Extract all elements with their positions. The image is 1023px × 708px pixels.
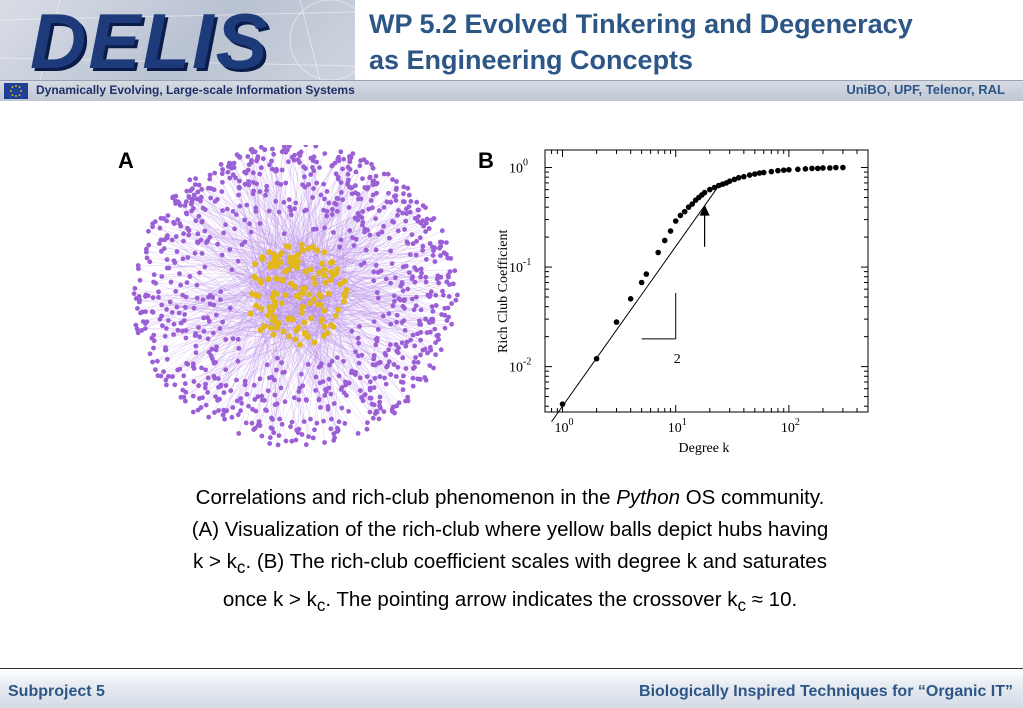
data-point	[638, 279, 645, 286]
data-point	[677, 212, 684, 219]
slide-footer: Subproject 5 Biologically Inspired Techn…	[0, 669, 1023, 708]
slide-header: DELIS WP 5.2 Evolved Tinkering and Degen…	[0, 0, 1023, 101]
logo-text: DELIS	[30, 0, 270, 80]
data-point	[780, 167, 787, 174]
x-tick-label: 102	[781, 417, 800, 436]
slide-title: WP 5.2 Evolved Tinkering and Degeneracy …	[369, 6, 1019, 78]
data-point	[833, 164, 839, 171]
y-axis-label: Rich Club Coefficient	[496, 230, 511, 353]
data-point	[559, 401, 566, 407]
data-point	[681, 208, 688, 215]
x-tick-label: 100	[555, 417, 574, 436]
data-point	[746, 172, 753, 178]
data-point	[655, 249, 661, 256]
slope-label: 2	[674, 352, 681, 367]
data-point	[840, 164, 846, 171]
data-point	[667, 228, 674, 234]
data-point	[760, 169, 767, 176]
figure: A B 100 101 102 10-2 10-1 100 Degree k Rich Clu…	[110, 140, 880, 460]
caption-line-1: Correlations and rich-club phenomenon in…	[195, 486, 825, 509]
footer-divider	[0, 668, 1023, 669]
rich-club-chart: 100 101 102 10-2 10-1 100 Degree k Rich Club Co…	[496, 149, 869, 456]
logo-grid-decoration	[0, 0, 355, 80]
data-point	[593, 355, 600, 362]
x-tick-label: 101	[668, 417, 687, 436]
panel-a-label: A	[118, 148, 134, 173]
partners: UniBO, UPF, Telenor, RAL	[846, 82, 1005, 97]
data-point	[689, 201, 696, 207]
delis-logo: DELIS	[0, 0, 355, 80]
data-point	[627, 296, 634, 302]
plot-frame	[544, 149, 869, 413]
network-visualization	[131, 145, 460, 448]
tagline-bar: Dynamically Evolving, Large-scale Inform…	[0, 80, 1023, 101]
y-tick-label: 10-1	[509, 257, 531, 276]
caption-line-2: (A) Visualization of the rich-club where…	[191, 518, 829, 541]
data-point	[726, 178, 733, 184]
caption-line-3: k > kc. (B) The rich-club coefficient sc…	[193, 550, 827, 578]
data-point	[735, 174, 742, 181]
data-point	[613, 319, 620, 325]
data-point	[820, 165, 826, 171]
data-point	[731, 176, 738, 183]
footer-subproject: Subproject 5	[8, 683, 105, 700]
y-tick-label: 100	[509, 158, 528, 177]
axis-ticks	[544, 150, 869, 412]
y-tick-label: 10-2	[509, 357, 531, 376]
data-point	[685, 204, 692, 210]
data-point	[809, 165, 815, 172]
title-area: WP 5.2 Evolved Tinkering and Degeneracy …	[355, 0, 1023, 80]
tagline: Dynamically Evolving, Large-scale Inform…	[36, 83, 355, 97]
eu-flag-icon	[4, 83, 28, 99]
data-point	[827, 165, 833, 171]
data-point	[711, 184, 718, 191]
panel-b-label: B	[478, 148, 494, 173]
x-axis-label: Degree k	[679, 441, 730, 456]
hub-nodes	[247, 241, 350, 348]
crossover-arrow-head	[699, 204, 710, 216]
data-point	[706, 186, 713, 193]
data-point	[672, 218, 679, 224]
figure-caption: Correlations and rich-club phenomenon in…	[70, 482, 950, 622]
title-line-2: as Engineering Concepts	[369, 45, 694, 75]
data-point	[741, 173, 747, 180]
data-point	[775, 167, 781, 174]
data-point	[768, 168, 775, 175]
data-point	[701, 189, 708, 196]
power-law-fit-line	[551, 182, 722, 422]
peripheral-nodes	[131, 145, 460, 448]
data-point	[786, 166, 792, 173]
data-point	[814, 165, 821, 172]
data-point	[795, 166, 801, 173]
data-point	[802, 166, 809, 172]
caption-line-4: once k > kc. The pointing arrow indicate…	[222, 588, 798, 616]
data-point	[752, 171, 758, 177]
footer-project-title: Biologically Inspired Techniques for “Or…	[639, 683, 1013, 700]
data-point	[756, 170, 763, 176]
data-points	[559, 164, 846, 407]
data-point	[661, 237, 668, 244]
slope-triangle	[641, 292, 677, 340]
data-point	[643, 271, 650, 277]
title-line-1: WP 5.2 Evolved Tinkering and Degeneracy	[369, 9, 913, 39]
